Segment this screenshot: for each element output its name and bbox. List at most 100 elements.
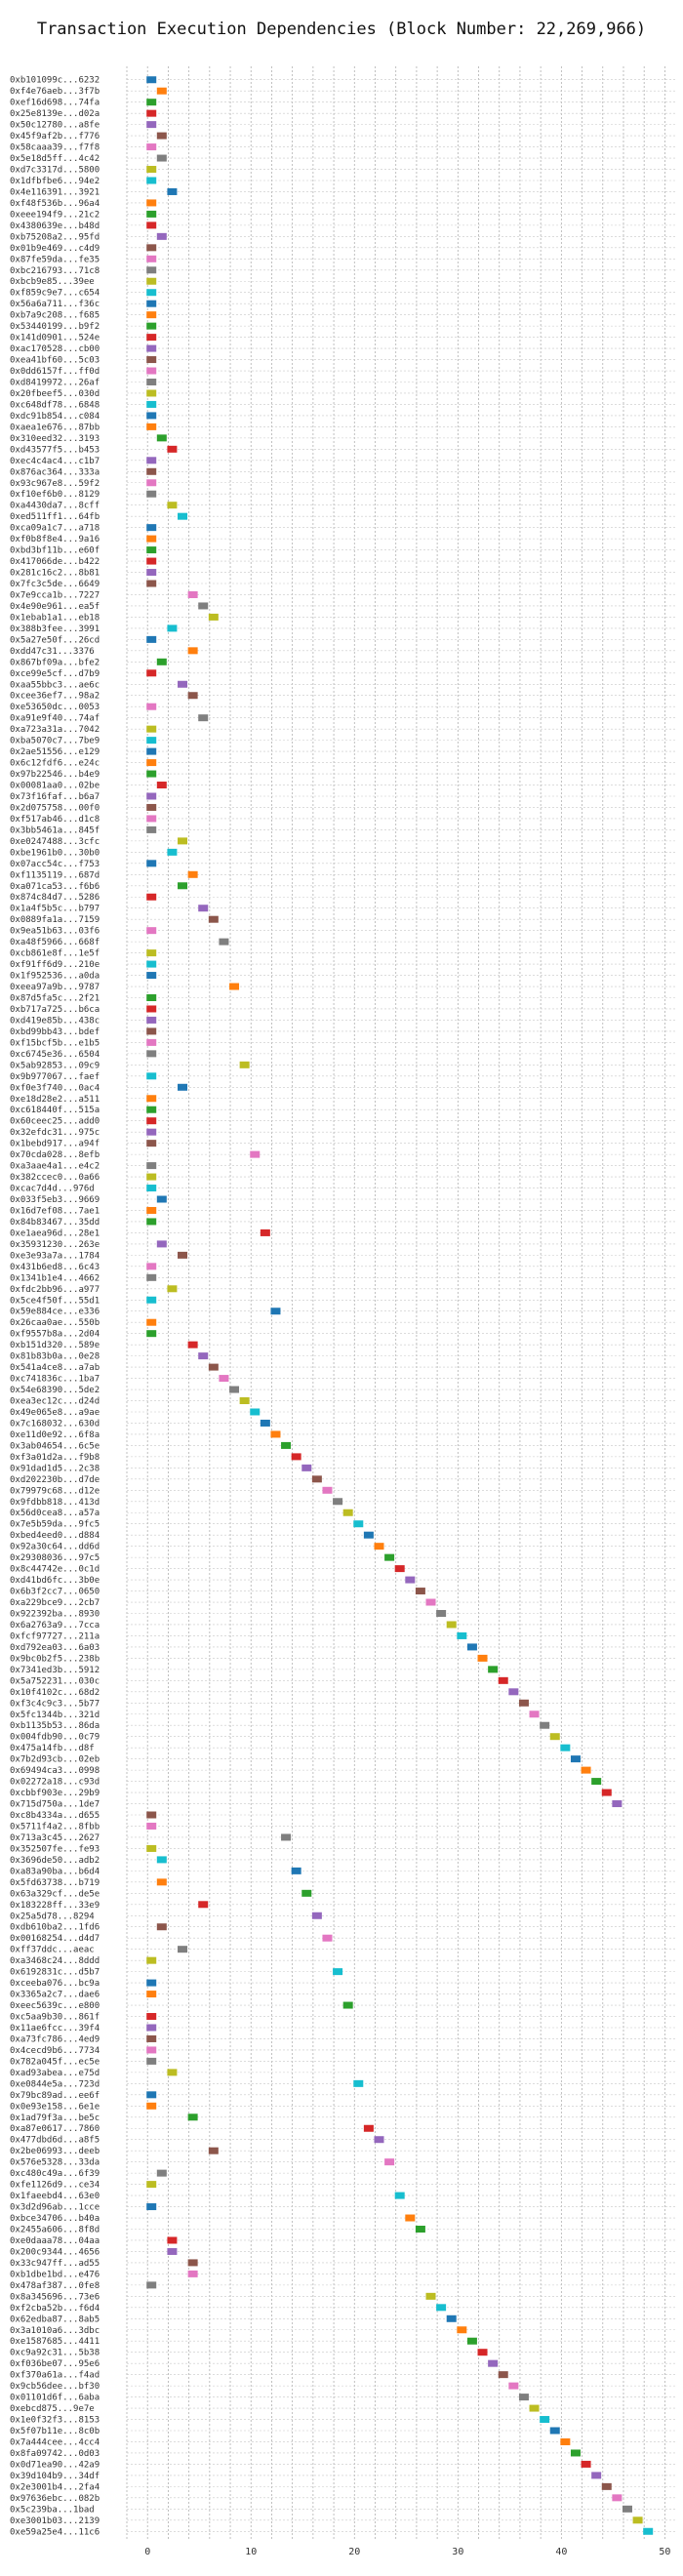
tx-label: 0x5fc1344b...321d xyxy=(10,1711,100,1720)
tx-bar xyxy=(146,1038,157,1046)
tx-label: 0xf9557b8a...2d04 xyxy=(10,1330,100,1340)
tx-bar xyxy=(446,1621,457,1629)
x-tick-label: 0 xyxy=(144,2547,150,2557)
tx-bar xyxy=(239,1397,250,1405)
tx-bar xyxy=(146,927,157,935)
tx-label: 0xa83a90ba...b6d4 xyxy=(10,1867,100,1876)
tx-bar xyxy=(146,166,157,174)
tx-bar xyxy=(146,580,157,587)
tx-label: 0xd792ea03...6a03 xyxy=(10,1643,100,1653)
tx-bar xyxy=(342,1509,353,1516)
tx-bar xyxy=(540,1721,550,1729)
tx-label: 0xe53650dc...0053 xyxy=(10,703,100,712)
tx-label: 0x1ebab1a1...eb18 xyxy=(10,613,100,623)
tx-bar xyxy=(146,76,157,84)
tx-label: 0x9cb56dee...bf30 xyxy=(10,2382,100,2392)
tx-bar xyxy=(601,2482,612,2490)
tx-label: 0xfe1126d9...ce34 xyxy=(10,2181,100,2191)
tx-bar xyxy=(415,2226,425,2233)
tx-label: 0xf1135119...687d xyxy=(10,870,100,880)
tx-label: 0x1e0f32f3...8153 xyxy=(10,2416,100,2426)
tx-bar xyxy=(146,1005,157,1013)
tx-label: 0x352507fe...fe93 xyxy=(10,1844,100,1854)
tx-bar xyxy=(466,2337,477,2345)
tx-label: 0xf370a61a...f4ad xyxy=(10,2371,100,2381)
tx-bar xyxy=(363,1531,374,1539)
chart-title: Transaction Execution Dependencies (Bloc… xyxy=(36,20,647,39)
tx-label: 0x0e93e158...6e1e xyxy=(10,2102,100,2112)
tx-label: 0x35931230...263e xyxy=(10,1240,100,1250)
tx-bar xyxy=(394,2192,405,2199)
tx-bar xyxy=(146,322,157,330)
tx-label: 0xdc91b854...c084 xyxy=(10,412,100,422)
tx-label: 0xa723a31a...7042 xyxy=(10,725,100,735)
tx-bar xyxy=(342,2001,353,2009)
tx-bar xyxy=(250,1408,261,1416)
tx-label: 0x7a444cee...4cc4 xyxy=(10,2437,100,2447)
tx-label: 0x9b977067...faef xyxy=(10,1072,100,1082)
tx-bar xyxy=(146,1027,157,1035)
tx-label: 0x50c12780...a8fe xyxy=(10,121,100,131)
tx-bar xyxy=(146,860,157,867)
tx-bar xyxy=(156,1923,167,1931)
tx-label: 0xc8b4334a...d655 xyxy=(10,1811,100,1821)
tx-label: 0xeea97a9b...9787 xyxy=(10,983,100,992)
tx-bar xyxy=(498,2371,508,2379)
tx-bar xyxy=(156,1878,167,1886)
tx-bar xyxy=(353,2079,364,2087)
tx-label: 0x60ceec25...add0 xyxy=(10,1117,100,1127)
tx-label: 0xb717a725...b6ca xyxy=(10,1005,100,1015)
tx-label: 0xec4c4ac4...c1b7 xyxy=(10,457,100,466)
tx-bar xyxy=(146,1991,157,1998)
tx-bar xyxy=(436,1610,447,1617)
tx-label: 0xea41bf60...5c03 xyxy=(10,356,100,366)
tx-label: 0xc480c49a...6f39 xyxy=(10,2169,100,2179)
tx-label: 0xcee36ef7...98a2 xyxy=(10,692,100,702)
tx-bar xyxy=(260,1228,270,1236)
tx-label: 0x20fbeef5...030d xyxy=(10,389,100,399)
tx-bar xyxy=(156,1856,167,1864)
tx-label: 0x5f07b11e...8c0b xyxy=(10,2427,100,2436)
tx-label: 0x5e18d5ff...4c42 xyxy=(10,154,100,164)
tx-label: 0xf3c4c9c3...5b77 xyxy=(10,1699,100,1709)
tx-bar xyxy=(146,1330,157,1338)
tx-label: 0x382ccec0...0a66 xyxy=(10,1173,100,1183)
tx-bar xyxy=(405,2214,416,2222)
tx-label: 0x5ab92853...09c9 xyxy=(10,1061,100,1070)
tx-label: 0x3365a2c7...dae6 xyxy=(10,1991,100,2000)
tx-bar xyxy=(219,1375,229,1383)
tx-label: 0xf0e3f740...0ac4 xyxy=(10,1083,100,1093)
tx-bar xyxy=(601,1789,612,1796)
tx-bar xyxy=(146,412,157,420)
tx-label: 0x922392ba...8930 xyxy=(10,1610,100,1620)
tx-bar xyxy=(146,803,157,811)
tx-label: 0x5ce4f50f...55d1 xyxy=(10,1296,100,1306)
tx-bar xyxy=(291,1453,301,1461)
tx-bar xyxy=(333,1968,343,1976)
grid-layer xyxy=(126,66,675,2541)
tx-bar xyxy=(146,1117,157,1125)
tx-label: 0x5a27e50f...26cd xyxy=(10,635,100,645)
tx-label: 0xc648df78...6848 xyxy=(10,400,100,410)
tx-label: 0xd7c3317d...5800 xyxy=(10,166,100,176)
tx-label: 0xce99e5cf...d7b9 xyxy=(10,669,100,679)
tx-bar xyxy=(146,300,157,307)
tx-label: 0xeec5639c...e800 xyxy=(10,2001,100,2011)
tx-bar xyxy=(146,725,157,733)
tx-label: 0xca09a1c7...a718 xyxy=(10,524,100,534)
tx-bar xyxy=(167,502,178,509)
tx-label: 0x84b83467...35dd xyxy=(10,1218,100,1228)
tx-bar xyxy=(146,960,157,968)
tx-label: 0x25a5d78...8294 xyxy=(10,1912,95,1921)
tx-bar xyxy=(436,2304,447,2312)
tx-label: 0xe59a25e4...11c6 xyxy=(10,2527,100,2537)
tx-label: 0x07acc54c...f753 xyxy=(10,860,100,869)
tx-bar xyxy=(187,590,198,598)
tx-label: 0x70cda028...8efb xyxy=(10,1150,100,1160)
tx-label: 0x4e90e961...ea5f xyxy=(10,602,100,612)
tx-bar xyxy=(488,1666,499,1673)
tx-bar xyxy=(146,199,157,207)
tx-bar xyxy=(146,2281,157,2289)
tx-label: 0x58caaa39...f7f8 xyxy=(10,143,100,153)
